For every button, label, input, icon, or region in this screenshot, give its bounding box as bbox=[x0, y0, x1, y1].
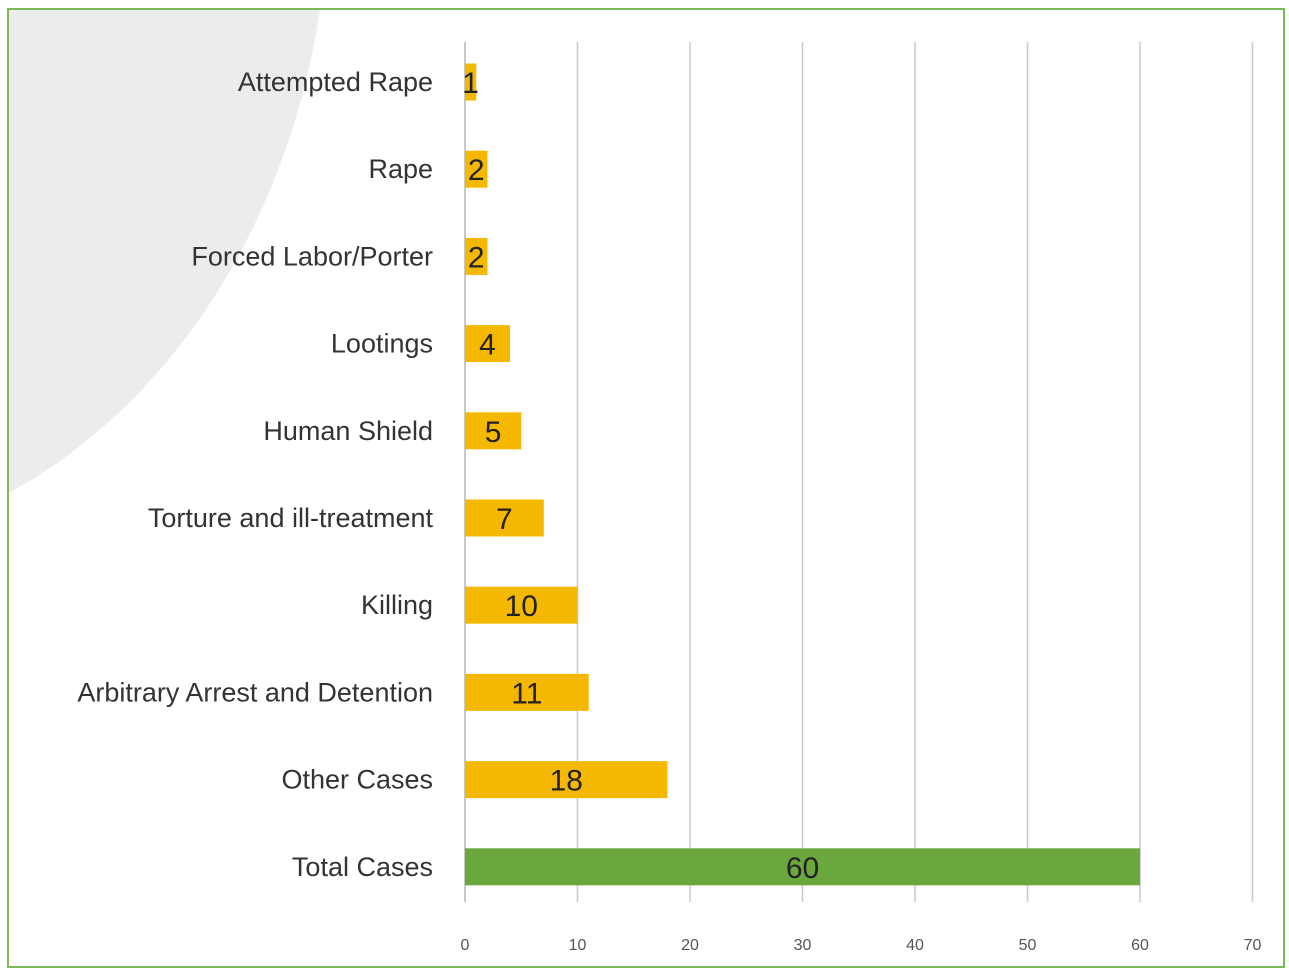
bar bbox=[465, 586, 578, 624]
bar bbox=[465, 673, 589, 711]
category-label: Total Cases bbox=[292, 852, 433, 882]
bar bbox=[465, 63, 477, 101]
x-tick-label: 20 bbox=[681, 937, 699, 954]
category-label: Killing bbox=[361, 590, 433, 620]
bar-value-label: 11 bbox=[511, 677, 542, 710]
category-label: Human Shield bbox=[263, 416, 433, 446]
bar bbox=[465, 150, 488, 188]
x-tick-label: 40 bbox=[906, 937, 924, 954]
category-label: Attempted Rape bbox=[238, 67, 433, 97]
bar bbox=[465, 761, 668, 799]
bars: 1 2 2 4 5 7 10 11 18 60 bbox=[462, 63, 1140, 886]
bar bbox=[465, 325, 510, 363]
category-label: Lootings bbox=[331, 329, 433, 359]
bar-value-label: 7 bbox=[496, 503, 513, 536]
x-tick-label: 0 bbox=[461, 937, 470, 954]
bar-value-label: 1 bbox=[462, 67, 479, 100]
bar bbox=[465, 848, 1140, 886]
bar-value-label: 10 bbox=[505, 590, 538, 623]
bar bbox=[465, 412, 522, 450]
bar bbox=[465, 237, 488, 275]
bar-value-label: 4 bbox=[479, 329, 496, 362]
x-tick-label: 10 bbox=[569, 937, 587, 954]
category-label: Forced Labor/Porter bbox=[191, 241, 433, 271]
bar-value-label: 18 bbox=[550, 765, 583, 798]
category-label: Other Cases bbox=[281, 765, 433, 795]
x-tick-label: 60 bbox=[1131, 937, 1149, 954]
bar-value-label: 60 bbox=[786, 852, 819, 885]
x-tick-labels: 0 10 20 30 40 50 60 70 bbox=[461, 937, 1262, 954]
bar-value-label: 2 bbox=[468, 154, 485, 187]
x-tick-label: 50 bbox=[1019, 937, 1037, 954]
bar-value-label: 5 bbox=[485, 416, 502, 449]
category-label: Torture and ill-treatment bbox=[148, 503, 434, 533]
bar-chart: 1 2 2 4 5 7 10 11 18 60 Attempted Rape Rape Forced … bbox=[77, 42, 1262, 954]
category-label: Rape bbox=[368, 154, 433, 184]
category-label: Arbitrary Arrest and Detention bbox=[77, 677, 433, 707]
x-tick-label: 30 bbox=[794, 937, 812, 954]
category-labels: Attempted Rape Rape Forced Labor/Porter Loo… bbox=[77, 67, 433, 882]
bar-value-label: 2 bbox=[468, 241, 485, 274]
chart-frame: 1 2 2 4 5 7 10 11 18 60 Attempted Rape Rape Forced … bbox=[7, 8, 1285, 968]
bar bbox=[465, 499, 544, 537]
x-tick-label: 70 bbox=[1244, 937, 1262, 954]
